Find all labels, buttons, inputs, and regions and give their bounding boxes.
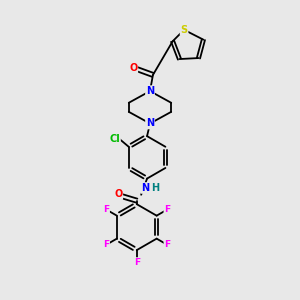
Text: O: O [114,189,122,199]
Text: N: N [142,183,150,193]
Text: H: H [151,183,159,193]
Text: F: F [134,258,140,267]
Text: F: F [103,240,109,249]
Text: N: N [146,86,154,96]
Text: F: F [164,205,170,214]
Text: O: O [129,63,137,73]
Text: S: S [181,25,188,35]
Text: N: N [146,118,154,128]
Text: F: F [164,240,170,249]
Text: Cl: Cl [109,134,120,144]
Text: F: F [103,205,109,214]
